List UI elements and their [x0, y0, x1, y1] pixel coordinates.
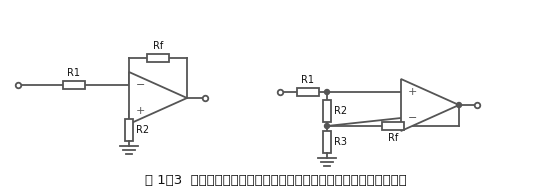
Text: +: +	[408, 87, 418, 97]
Polygon shape	[129, 72, 187, 124]
Polygon shape	[401, 79, 459, 131]
Bar	[323, 131, 331, 153]
Bar	[297, 88, 319, 96]
Text: R2: R2	[136, 125, 149, 135]
Text: R3: R3	[334, 137, 347, 147]
Circle shape	[325, 124, 330, 129]
Text: R1: R1	[67, 68, 80, 78]
Bar	[147, 54, 169, 62]
Bar	[382, 122, 404, 130]
Circle shape	[456, 102, 462, 108]
Text: 图 1－3  运算放大器的反馈电阻接法（左：反相接法；右：同相接法）: 图 1－3 运算放大器的反馈电阻接法（左：反相接法；右：同相接法）	[145, 174, 407, 186]
Text: Rf: Rf	[153, 41, 163, 51]
Text: R2: R2	[334, 106, 347, 116]
Bar	[125, 119, 133, 141]
Text: +: +	[136, 106, 145, 116]
Bar	[323, 100, 331, 122]
Text: −: −	[136, 80, 145, 90]
Bar	[62, 81, 85, 89]
Text: Rf: Rf	[388, 133, 398, 143]
Circle shape	[325, 90, 330, 95]
Text: −: −	[408, 113, 418, 123]
Text: R1: R1	[301, 75, 315, 85]
